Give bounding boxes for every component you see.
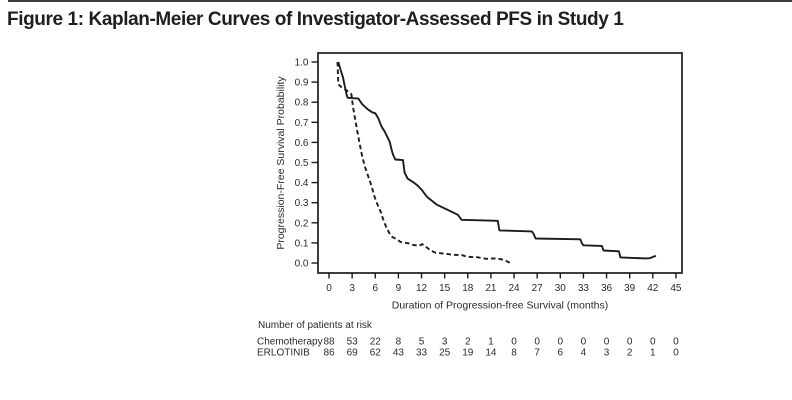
- risk-value: 3: [442, 337, 448, 348]
- risk-value: 0: [581, 337, 587, 348]
- x-tick-label: 27: [532, 283, 544, 294]
- x-tick-label: 24: [508, 283, 520, 294]
- risk-value: 7: [534, 348, 540, 359]
- top-rule: [8, 0, 792, 2]
- risk-value: 2: [465, 337, 471, 348]
- risk-value: 5: [419, 337, 425, 348]
- y-tick-label: 0.9: [295, 78, 309, 89]
- risk-value: 69: [347, 348, 359, 359]
- x-tick-label: 33: [578, 283, 590, 294]
- x-tick-label: 6: [372, 283, 378, 294]
- x-tick-label: 15: [439, 283, 451, 294]
- plot-border: [317, 52, 683, 274]
- x-tick-label: 45: [670, 283, 682, 294]
- risk-value: 8: [511, 348, 517, 359]
- risk-table-heading: Number of patients at risk: [258, 320, 373, 331]
- risk-value: 1: [488, 337, 494, 348]
- risk-value: 8: [396, 337, 402, 348]
- risk-value: 0: [673, 337, 679, 348]
- chemotherapy-curve: [336, 61, 511, 264]
- risk-value: 0: [604, 337, 610, 348]
- x-axis-label: Duration of Progression-free Survival (m…: [392, 300, 609, 312]
- risk-value: 33: [416, 348, 428, 359]
- x-tick-label: 0: [326, 283, 332, 294]
- x-tick-label: 39: [624, 283, 636, 294]
- risk-value: 86: [323, 348, 335, 359]
- x-tick-label: 36: [601, 283, 613, 294]
- y-tick-label: 0.4: [295, 178, 309, 189]
- y-tick-label: 0.7: [295, 118, 309, 129]
- risk-value: 14: [485, 348, 497, 359]
- x-tick-label: 30: [555, 283, 567, 294]
- risk-value: 2: [627, 348, 633, 359]
- risk-row-label-erlotinib: ERLOTINIB: [257, 348, 310, 359]
- y-tick-label: 1.0: [295, 58, 309, 69]
- y-tick-label: 0.2: [295, 218, 309, 229]
- risk-value: 25: [439, 348, 451, 359]
- y-tick-label: 0.8: [295, 98, 309, 109]
- y-tick-label: 0.1: [295, 238, 309, 249]
- x-tick-label: 42: [647, 283, 659, 294]
- risk-value: 0: [558, 337, 564, 348]
- y-tick-label: 0.0: [295, 259, 309, 270]
- figure-title: Figure 1: Kaplan-Meier Curves of Investi…: [7, 9, 624, 30]
- erlotinib-curve: [337, 61, 657, 260]
- x-tick-label: 3: [349, 283, 355, 294]
- risk-value: 43: [393, 348, 405, 359]
- risk-value: 53: [347, 337, 359, 348]
- risk-value: 3: [604, 348, 610, 359]
- risk-value: 0: [534, 337, 540, 348]
- risk-value: 0: [511, 337, 517, 348]
- risk-value: 0: [650, 337, 656, 348]
- y-axis-label: Progression-Free Survival Probability: [275, 76, 287, 250]
- chart-generated-content: 0 3 6 9 12 15 18 21 24 27 30 33 36 39 42 450.00.10.20.3…: [295, 58, 682, 359]
- y-tick-label: 0.3: [295, 198, 309, 209]
- risk-value: 62: [370, 348, 382, 359]
- risk-value: 6: [558, 348, 564, 359]
- risk-value: 1: [650, 348, 656, 359]
- y-tick-label: 0.6: [295, 138, 309, 149]
- risk-value: 22: [370, 337, 382, 348]
- x-tick-label: 9: [396, 283, 402, 294]
- x-tick-label: 18: [462, 283, 474, 294]
- risk-value: 88: [323, 337, 335, 348]
- risk-row-label-chemotherapy: Chemotherapy: [257, 337, 323, 348]
- x-tick-label: 12: [416, 283, 428, 294]
- risk-value: 4: [581, 348, 587, 359]
- y-tick-label: 0.5: [295, 158, 309, 169]
- risk-value: 0: [627, 337, 633, 348]
- x-tick-label: 21: [485, 283, 497, 294]
- risk-value: 19: [462, 348, 474, 359]
- risk-value: 0: [673, 348, 679, 359]
